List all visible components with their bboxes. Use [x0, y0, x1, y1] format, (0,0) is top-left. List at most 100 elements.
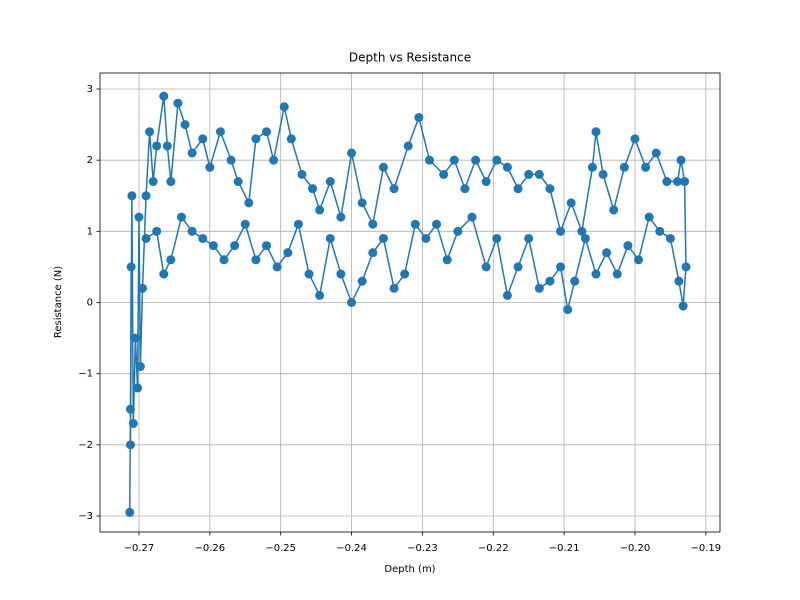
data-point	[513, 262, 523, 272]
data-point	[421, 233, 431, 243]
data-point	[481, 177, 491, 187]
data-point	[609, 205, 619, 215]
data-point	[545, 276, 555, 286]
data-point	[410, 219, 420, 229]
data-point	[262, 127, 272, 137]
data-point	[152, 226, 162, 236]
data-point	[641, 162, 651, 172]
data-point	[681, 262, 691, 272]
y-axis-label: Resistance (N)	[53, 266, 64, 338]
data-point	[378, 233, 388, 243]
x-tick-label: −0.19	[691, 543, 722, 554]
data-point	[563, 305, 573, 315]
data-point	[233, 177, 243, 187]
data-point	[240, 219, 250, 229]
data-point	[471, 155, 481, 165]
data-point	[125, 404, 135, 414]
data-point	[634, 255, 644, 265]
x-tick-label: −0.23	[407, 543, 438, 554]
data-point	[591, 127, 601, 137]
data-point	[378, 162, 388, 172]
data-point	[602, 248, 612, 258]
data-point	[148, 177, 158, 187]
data-point	[187, 148, 197, 158]
data-point	[460, 184, 470, 194]
data-point	[598, 169, 608, 179]
y-tick-label: 2	[87, 155, 93, 166]
plot-frame	[99, 72, 721, 533]
data-point	[128, 418, 138, 428]
x-tick-label: −0.25	[265, 543, 296, 554]
data-point	[283, 248, 293, 258]
data-point	[566, 198, 576, 208]
data-point	[651, 148, 661, 158]
y-tick-label: −3	[78, 511, 93, 522]
data-point	[368, 248, 378, 258]
data-point	[325, 233, 335, 243]
x-tick-label: −0.20	[620, 543, 651, 554]
data-point	[125, 507, 135, 517]
data-point	[644, 212, 654, 222]
data-point	[226, 155, 236, 165]
data-point	[141, 191, 151, 201]
data-point	[215, 127, 225, 137]
data-point	[432, 219, 442, 229]
data-point	[135, 362, 145, 372]
data-point	[357, 198, 367, 208]
data-point	[672, 177, 682, 187]
data-point	[492, 155, 502, 165]
data-point	[134, 212, 144, 222]
data-point	[414, 112, 424, 122]
data-point	[293, 219, 303, 229]
data-point	[262, 241, 272, 251]
data-point	[176, 212, 186, 222]
data-point	[492, 233, 502, 243]
data-point	[187, 226, 197, 236]
x-axis-label: Depth (m)	[384, 564, 435, 575]
data-point	[162, 141, 172, 151]
data-point	[439, 169, 449, 179]
data-point	[665, 233, 675, 243]
data-point	[630, 134, 640, 144]
data-point	[556, 262, 566, 272]
data-point	[173, 98, 183, 108]
chart-title: Depth vs Resistance	[349, 51, 471, 65]
data-point	[502, 290, 512, 300]
data-point	[467, 212, 477, 222]
data-point	[678, 301, 688, 311]
data-point	[159, 91, 169, 101]
data-point	[219, 255, 229, 265]
data-point	[141, 233, 151, 243]
data-point	[286, 134, 296, 144]
data-point	[205, 162, 215, 172]
data-point	[315, 290, 325, 300]
data-point	[308, 184, 318, 194]
x-tick-label: −0.21	[549, 543, 580, 554]
data-point	[152, 141, 162, 151]
y-tick-label: 1	[87, 226, 93, 237]
data-point	[623, 241, 633, 251]
data-point	[389, 184, 399, 194]
x-tick-label: −0.27	[124, 543, 155, 554]
data-point	[580, 233, 590, 243]
data-point	[272, 262, 282, 272]
data-line	[129, 96, 687, 513]
data-point	[145, 127, 155, 137]
data-point	[230, 241, 240, 251]
data-point	[166, 255, 176, 265]
data-point	[534, 169, 544, 179]
data-point	[279, 102, 289, 112]
y-tick-label: −2	[78, 440, 93, 451]
data-point	[368, 219, 378, 229]
data-point	[453, 226, 463, 236]
data-point	[389, 283, 399, 293]
data-point	[251, 255, 261, 265]
data-point	[244, 198, 254, 208]
data-point	[297, 169, 307, 179]
data-point	[269, 155, 279, 165]
y-tick-label: 0	[87, 298, 93, 309]
y-tick-label: −1	[78, 369, 93, 380]
data-point	[662, 177, 672, 187]
data-point	[591, 269, 601, 279]
data-point	[251, 134, 261, 144]
